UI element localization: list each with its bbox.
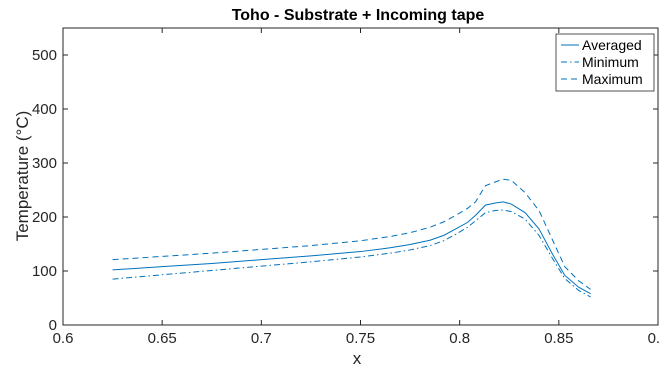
x-tick-label: 0.6 (53, 330, 74, 347)
x-tick-label: 0.9 (648, 330, 660, 347)
chart-title: Toho - Substrate + Incoming tape (232, 7, 485, 24)
y-axis-label: Temperature (°C) (13, 111, 32, 242)
axis-ticks: 0.6 0.65 0.7 0.75 0.8 0.85 0.9 0 100 200 300 400 500 (32, 28, 660, 347)
series-line-minimum (112, 209, 591, 298)
y-tick-label: 100 (32, 263, 57, 280)
legend-label-maximum: Maximum (582, 71, 643, 87)
legend-label-averaged: Averaged (582, 37, 642, 53)
y-tick-label: 500 (32, 47, 57, 64)
x-axis-label: x (353, 349, 362, 368)
x-tick-label: 0.65 (148, 330, 177, 347)
legend-label-minimum: Minimum (582, 54, 639, 70)
x-tick-label: 0.7 (251, 330, 272, 347)
series-line-maximum (112, 178, 591, 290)
y-tick-label: 200 (32, 209, 57, 226)
y-tick-label: 300 (32, 155, 57, 172)
series-line-averaged (112, 201, 591, 295)
x-tick-label: 0.85 (544, 330, 573, 347)
y-tick-label: 400 (32, 101, 57, 118)
x-tick-label: 0.75 (346, 330, 375, 347)
series-layer (112, 178, 591, 298)
y-tick-label: 0 (49, 317, 57, 334)
x-tick-label: 0.8 (449, 330, 470, 347)
legend-box (555, 33, 655, 92)
